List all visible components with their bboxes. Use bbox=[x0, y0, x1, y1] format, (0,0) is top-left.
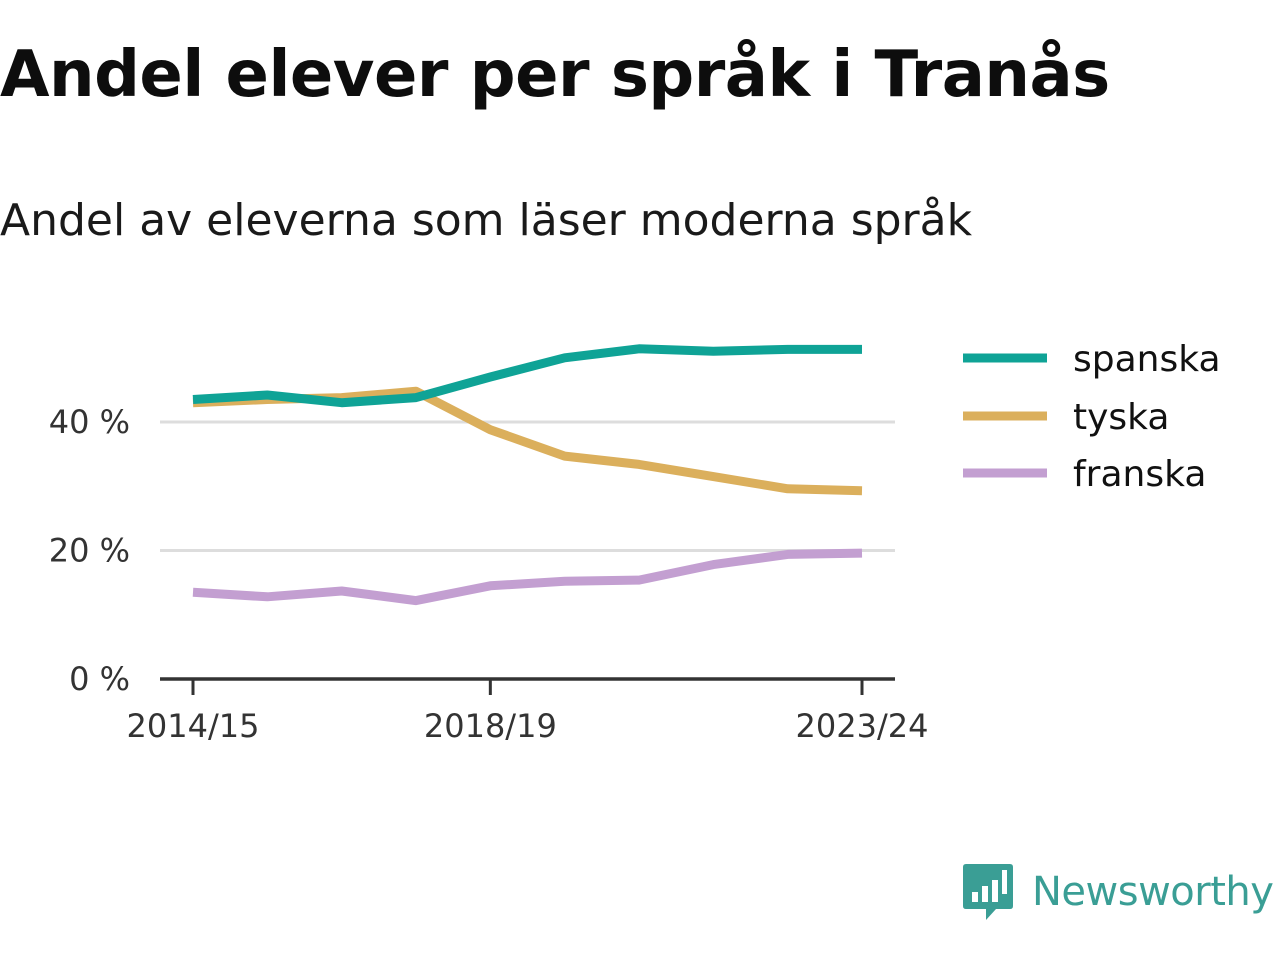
brand-name: Newsworthy bbox=[1032, 869, 1274, 915]
newsworthy-chart-bubble-icon bbox=[963, 864, 1013, 920]
y-tick-label: 40 % bbox=[49, 403, 130, 441]
gridlines bbox=[160, 420, 895, 552]
legend-label-franska: franska bbox=[1073, 454, 1206, 495]
newsworthy-logo: Newsworthy bbox=[962, 862, 1274, 922]
y-tick-label: 0 % bbox=[69, 660, 130, 698]
x-tick-label: 2023/24 bbox=[796, 707, 929, 745]
legend: spanska tyska franska bbox=[963, 339, 1221, 495]
legend-label-spanska: spanska bbox=[1073, 339, 1221, 380]
x-tick-label: 2014/15 bbox=[127, 707, 260, 745]
series-line-spanska bbox=[192, 344, 862, 408]
series-line-tyska bbox=[192, 386, 863, 496]
legend-label-tyska: tyska bbox=[1073, 397, 1169, 438]
x-tick-label: 2018/19 bbox=[424, 707, 557, 745]
series-line-franska bbox=[192, 548, 863, 606]
y-axis-labels: 0 % 20 % 40 % bbox=[49, 403, 130, 698]
x-axis bbox=[160, 677, 895, 695]
x-axis-labels: 2014/15 2018/19 2023/24 bbox=[127, 707, 929, 745]
chart-title: Andel elever per språk i Tranås bbox=[0, 38, 1110, 112]
line-chart: 0 % 20 % 40 % 2014/15 2018/19 2023/24 spansk… bbox=[49, 339, 1221, 745]
chart-subtitle: Andel av eleverna som läser moderna språ… bbox=[0, 195, 973, 246]
y-tick-label: 20 % bbox=[49, 532, 130, 570]
series-lines bbox=[192, 344, 863, 606]
